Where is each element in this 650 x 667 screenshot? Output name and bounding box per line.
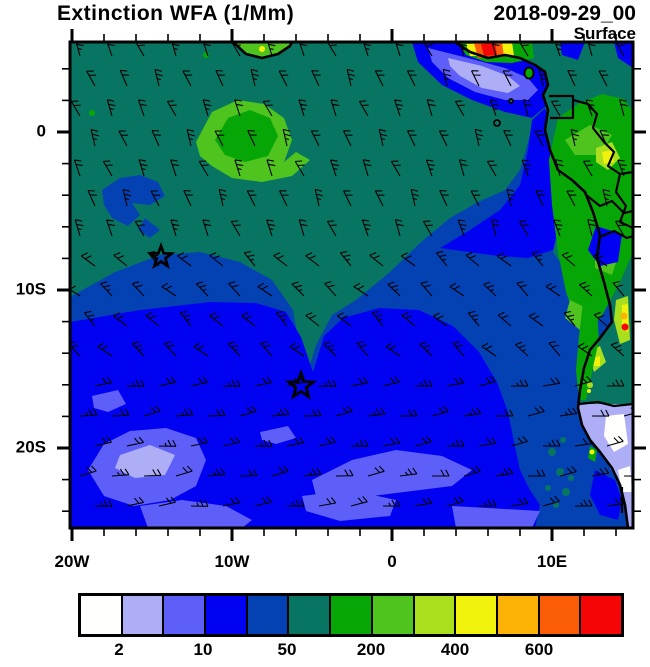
- star-marker: [146, 241, 176, 270]
- country-border-congo-east: [614, 173, 633, 229]
- axis-ticks: [57, 29, 646, 541]
- region-violet-patch-sw2: [140, 500, 252, 528]
- region-namibia-white2: [618, 466, 632, 492]
- country-border-angola-north: [599, 229, 633, 240]
- country-border-cameroon-gabon-congo: [572, 98, 633, 176]
- level-label: Surface: [573, 24, 636, 43]
- colorbar-cell: [497, 596, 540, 634]
- lat-tick-label: 0: [36, 121, 46, 141]
- region-violet-patch-c: [260, 426, 296, 444]
- region-green-ocean-plume-core: [215, 110, 278, 162]
- colorbar-tick-label: 600: [524, 640, 554, 659]
- region-violet-patch-w: [92, 390, 126, 412]
- colorbar: [78, 593, 624, 637]
- plot-title: Extinction WFA (1/Mm): [57, 2, 295, 25]
- colorbar-cell: [414, 596, 457, 634]
- region-blue-coastal-tongue: [440, 108, 558, 258]
- coastline-liberia-tip-coast: [232, 42, 294, 60]
- coastline-africa-west-coast: [454, 42, 630, 528]
- region-lavender-inner-sw: [115, 445, 175, 478]
- lon-tick-label: 20W: [54, 552, 90, 571]
- region-blue-patch-south-coast: [590, 470, 622, 520]
- field-speckle: [553, 502, 559, 508]
- map-field: [70, 42, 633, 528]
- colorbar-cell: [372, 596, 415, 634]
- region-land-blue-ne2: [560, 42, 585, 60]
- field-speckle: [548, 448, 556, 456]
- colorbar-cell: [122, 596, 165, 634]
- region-lavender-topright-ocean: [448, 58, 520, 93]
- island-sao-tome: [493, 119, 501, 127]
- region-violet-tongue-south: [312, 450, 472, 501]
- lon-tick-label: 10E: [536, 552, 568, 571]
- colorbar-cell: [331, 596, 373, 634]
- colorbar-cell: [456, 596, 498, 634]
- colorbar-cell: [581, 596, 621, 634]
- region-darkblue-ocean-speckle: [102, 175, 165, 226]
- region-darkblue-ocean-speckle2: [138, 218, 160, 238]
- colorbar-tick-label: 10: [193, 640, 213, 659]
- island-bioko: [523, 66, 535, 80]
- country-border-angola-namibia: [578, 400, 633, 408]
- colorbar-cell: [247, 596, 290, 634]
- date-label: 2018-09-29_00: [493, 2, 636, 25]
- field-speckle: [553, 457, 559, 463]
- field-speckle: [620, 312, 628, 320]
- country-border-congo-drc: [584, 193, 633, 215]
- colorbar-tick-label: 2: [114, 640, 124, 659]
- field-speckle: [545, 485, 551, 491]
- lon-tick-label: 10W: [214, 552, 250, 571]
- map-frame: [68, 40, 635, 530]
- colorbar-cell: [81, 596, 123, 634]
- island-principe: [508, 98, 514, 104]
- country-border-eq-guinea: [549, 94, 575, 120]
- region-violet-patch-s2: [302, 490, 396, 521]
- wind-barbs: [70, 42, 633, 507]
- lat-tick-label: 10S: [15, 279, 46, 299]
- field-speckle: [589, 449, 595, 455]
- colorbar-tick-label: 400: [440, 640, 470, 659]
- field-speckle: [587, 382, 593, 388]
- colorbar-cell: [289, 596, 332, 634]
- field-speckle: [621, 323, 629, 331]
- colorbar-tick-label: 200: [356, 640, 386, 659]
- star-marker: [284, 368, 318, 400]
- field-speckle: [563, 479, 569, 485]
- field-speckle: [568, 475, 574, 481]
- field-speckle: [259, 46, 265, 52]
- field-speckle: [562, 488, 570, 496]
- field-speckle: [560, 437, 566, 443]
- field-speckle: [587, 389, 591, 393]
- lon-tick-label: 0: [387, 552, 397, 571]
- colorbar-cell: [206, 596, 248, 634]
- region-violet-patch-s3: [452, 506, 540, 528]
- field-speckle: [556, 468, 564, 476]
- region-namibia-white1: [604, 414, 628, 452]
- field-speckle: [89, 110, 95, 116]
- colorbar-cell: [164, 596, 207, 634]
- colorbar-cell: [539, 596, 582, 634]
- colorbar-tick-label: 50: [277, 640, 297, 659]
- lat-tick-label: 20S: [15, 437, 46, 457]
